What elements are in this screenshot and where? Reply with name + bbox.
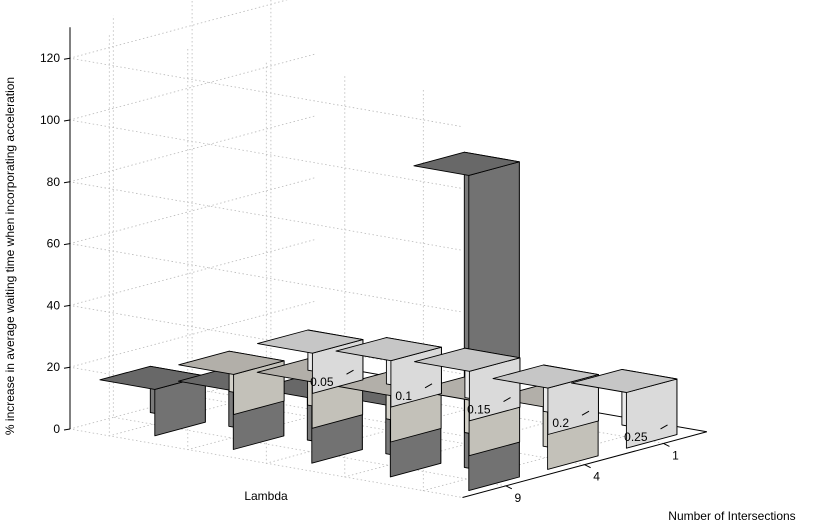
bar-face-top [257, 329, 364, 354]
tick-labels: 0 20 40 60 80 100 120 0.05 0.1 0.15 0.2 0.25 1 4 9 [40, 51, 679, 505]
x-tick-label: 0.25 [624, 430, 648, 444]
x-tick-mark [346, 369, 354, 375]
x-tick-mark [503, 397, 511, 402]
bar-0.15-1 [414, 347, 521, 422]
bar-0.05-9 [99, 365, 206, 437]
x-tick-label: 0.2 [552, 416, 569, 430]
z-tick-mark [63, 57, 71, 60]
z-tick-label: 100 [40, 113, 60, 127]
gridline-intersection [112, 15, 506, 487]
z-tick-mark [63, 366, 71, 369]
bar-face-top [335, 337, 442, 362]
y-tick-label: 4 [593, 470, 600, 484]
z-tick-mark [63, 181, 71, 184]
z-tick-label: 80 [47, 175, 61, 189]
x-axis-title: Lambda [244, 489, 288, 503]
z-tick-mark [63, 304, 71, 307]
bars [99, 151, 678, 492]
gridline-z [69, 53, 463, 189]
z-tick-label: 60 [47, 237, 61, 251]
z-tick-label: 0 [53, 422, 60, 436]
y-tick-mark [663, 442, 670, 447]
z-tick-mark [63, 428, 71, 431]
bar-face-top [178, 350, 285, 375]
bar-0.2-1 [492, 364, 599, 435]
z-tick-label: 40 [47, 298, 61, 312]
bar-face-top [571, 368, 678, 393]
z-tick-mark [63, 243, 71, 246]
z-tick-label: 120 [40, 51, 60, 65]
y-tick-label: 9 [514, 491, 521, 505]
z-tick-mark [63, 119, 71, 122]
bar-face-top [492, 364, 599, 389]
gridline-intersection [191, 0, 585, 465]
z-tick-label: 20 [47, 360, 61, 374]
gridline-intersection [270, 0, 664, 444]
bar-face-top [99, 365, 206, 390]
x-tick-mark [660, 424, 668, 430]
z-axis-title: % increase in average waiting time when … [3, 77, 17, 435]
y-axis-title: Number of Intersections [668, 509, 795, 523]
bar-face-top [413, 151, 520, 176]
x-tick-label: 0.1 [395, 389, 412, 403]
x-tick-label: 0.15 [467, 403, 491, 417]
y-tick-mark [584, 464, 591, 469]
y-tick-mark [505, 485, 513, 490]
x-tick-mark [424, 383, 433, 389]
bar-0.25-1 [571, 368, 678, 449]
x-tick-label: 0.05 [310, 375, 334, 389]
bar-face-top [414, 347, 521, 372]
x-tick-mark [581, 410, 590, 416]
y-tick-label: 1 [672, 448, 679, 462]
